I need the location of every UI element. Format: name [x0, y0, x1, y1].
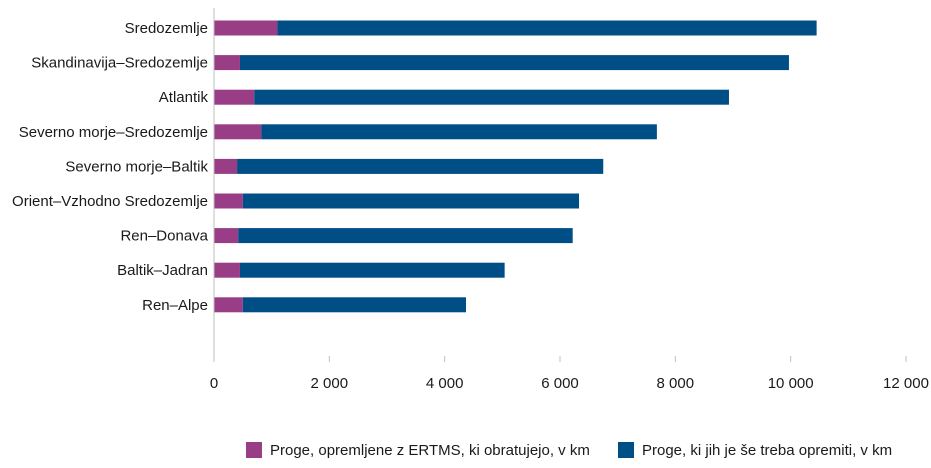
category-label: Ren–Alpe — [142, 297, 208, 314]
bar-segment-equipped-4 — [214, 158, 238, 174]
bar-segment-to-equip-3 — [261, 124, 657, 140]
bar-segment-equipped-7 — [214, 262, 240, 278]
bar-segment-equipped-1 — [214, 55, 240, 71]
bar-segment-to-equip-8 — [242, 297, 466, 313]
legend-label-equipped: Proge, opremljene z ERTMS, ki obratujejo… — [270, 442, 590, 459]
bar-segment-to-equip-7 — [239, 262, 505, 278]
category-label: Severno morje–Baltik — [65, 158, 208, 175]
category-label: Sredozemlje — [125, 20, 208, 37]
x-axis-ticks: 0 2 000 4 000 6 000 8 000 10 000 12 000 — [210, 356, 929, 392]
x-tick-label: 0 — [210, 375, 218, 392]
bar-segment-equipped-2 — [214, 89, 255, 105]
category-label: Ren–Donava — [120, 228, 208, 245]
bar-segment-equipped-6 — [214, 228, 239, 244]
bar-segment-to-equip-1 — [239, 55, 789, 71]
category-label: Skandinavija–Sredozemlje — [31, 55, 208, 72]
category-label: Severno morje–Sredozemlje — [19, 124, 208, 141]
bar-segment-equipped-8 — [214, 297, 243, 313]
x-tick-label: 8 000 — [657, 375, 695, 392]
legend-swatch-equipped — [246, 442, 262, 458]
x-tick-label: 2 000 — [311, 375, 349, 392]
bar-segment-to-equip-4 — [237, 158, 604, 174]
legend-label-to-equip: Proge, ki jih je še treba opremiti, v km — [642, 442, 892, 459]
legend-swatch-to-equip — [618, 442, 634, 458]
category-label: Atlantik — [159, 89, 209, 106]
bar-segment-equipped-0 — [214, 20, 278, 36]
x-tick-label: 10 000 — [768, 375, 814, 392]
x-tick-label: 4 000 — [426, 375, 464, 392]
bar-segment-equipped-5 — [214, 193, 243, 209]
x-tick-label: 6 000 — [541, 375, 579, 392]
bar-segment-to-equip-0 — [277, 20, 817, 36]
category-label: Baltik–Jadran — [117, 262, 208, 279]
bar-segment-to-equip-6 — [238, 228, 573, 244]
x-tick-label: 12 000 — [883, 375, 929, 392]
legend: Proge, opremljene z ERTMS, ki obratujejo… — [246, 442, 892, 459]
bar-segment-to-equip-5 — [242, 193, 580, 209]
category-labels: Sredozemlje Skandinavija–Sredozemlje Atlan… — [12, 20, 209, 314]
bar-segment-to-equip-2 — [254, 89, 729, 105]
category-label: Orient–Vzhodno Sredozemlje — [12, 193, 208, 210]
bar-segment-equipped-3 — [214, 124, 262, 140]
bars-group — [214, 20, 817, 313]
